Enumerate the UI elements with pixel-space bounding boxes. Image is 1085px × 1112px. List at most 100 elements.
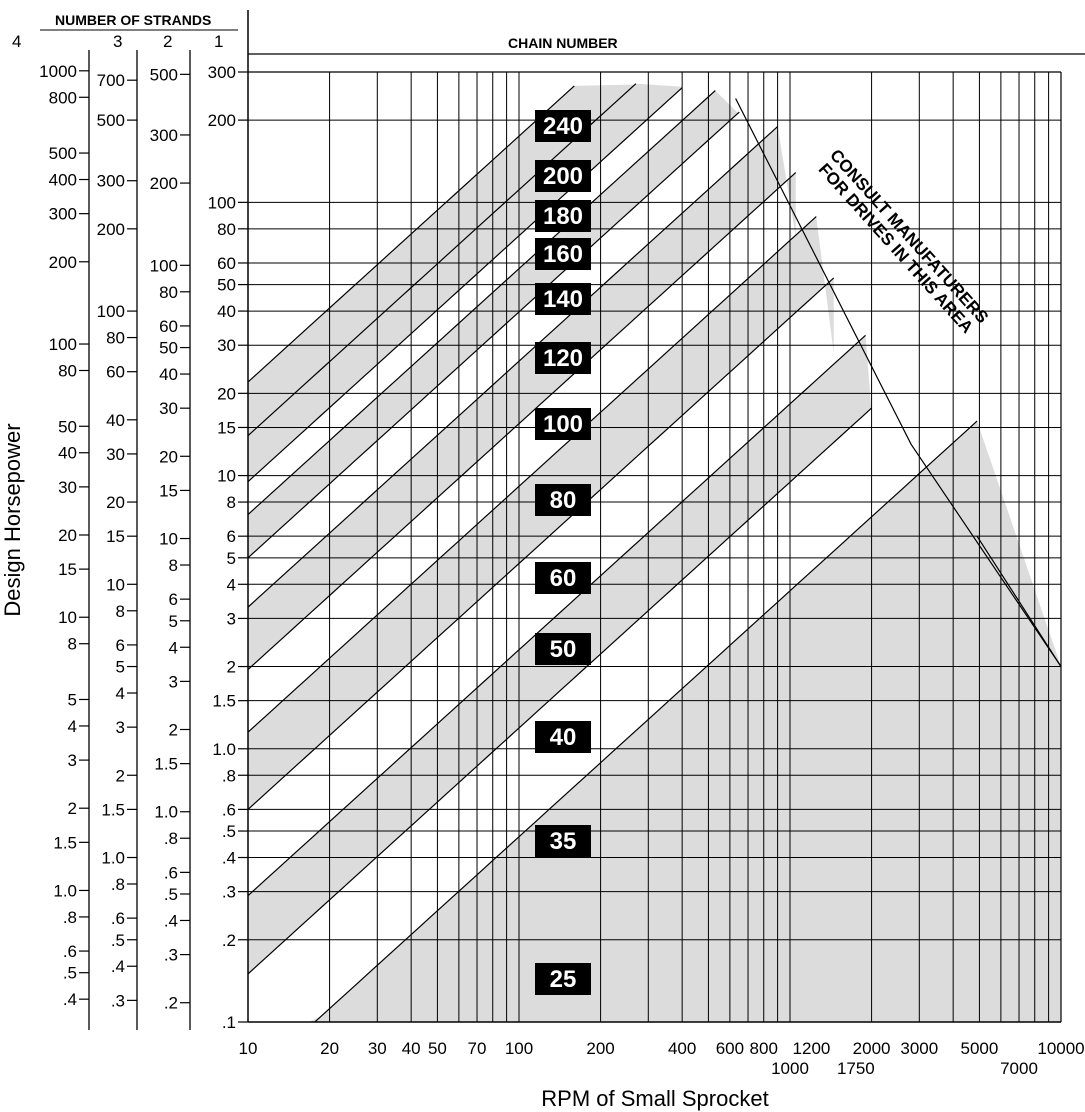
strand-tick-label: .2: [222, 931, 236, 950]
chain-label-200: 200: [543, 163, 583, 190]
chain-label-180: 180: [543, 203, 583, 230]
strand-tick-label: 3: [169, 672, 178, 691]
strand-tick-label: 400: [49, 171, 77, 190]
x-tick-label: 800: [750, 1039, 778, 1058]
strand-tick-label: 4: [227, 575, 236, 594]
strand-tick-label: 6: [116, 636, 125, 655]
strand-tick-label: .5: [111, 931, 125, 950]
strand-tick-label: 4: [68, 717, 77, 736]
chain-label-box: [535, 110, 591, 142]
strand-tick-label: 6: [169, 590, 178, 609]
chain-bands: [248, 83, 1062, 1022]
x-tick-label: 5000: [961, 1039, 999, 1058]
strand-tick-label: 700: [97, 71, 125, 90]
plot-frame: [247, 10, 1085, 1023]
strand-tick-label: 10: [159, 530, 178, 549]
strand-columns: 4100080050040030020010080504030201510854…: [12, 29, 248, 1032]
strand-tick-label: .5: [222, 822, 236, 841]
strand-tick-label: 50: [58, 417, 77, 436]
strand-tick-label: .3: [164, 946, 178, 965]
strand-tick-label: 40: [159, 365, 178, 384]
chain-label-box: [535, 160, 591, 192]
strand-tick-label: .8: [164, 829, 178, 848]
strand-tick-label: 300: [150, 126, 178, 145]
chain-label-box: [535, 633, 591, 665]
strand-tick-label: .6: [63, 942, 77, 961]
strand-tick-label: 5: [227, 549, 236, 568]
curve-chain-180: [248, 83, 637, 437]
strand-tick-label: 15: [106, 527, 125, 546]
strand-tick-label: 1.0: [101, 849, 125, 868]
x-tick-label: 20: [320, 1039, 339, 1058]
strand-tick-label: 30: [58, 478, 77, 497]
consult-line-2: FOR DRIVES IN THIS AREA: [815, 160, 977, 337]
strand-tick-label: .4: [164, 911, 178, 930]
strand-tick-label: 200: [97, 220, 125, 239]
strand-tick-label: 1.0: [53, 881, 77, 900]
strand-tick-label: 1.0: [154, 803, 178, 822]
strand-tick-label: 2: [169, 721, 178, 740]
x-tick-label: 10000: [1037, 1039, 1084, 1058]
chain-label-box: [535, 408, 591, 440]
chain-label-25: 25: [550, 966, 577, 993]
strand-tick-label: 500: [97, 111, 125, 130]
strand-tick-label: 2: [116, 766, 125, 785]
strand-tick-label: .3: [111, 991, 125, 1010]
chain-label-box: [535, 825, 591, 857]
x-tick-label-lower: 1000: [771, 1059, 809, 1078]
strand-tick-label: .6: [164, 863, 178, 882]
strand-tick-label: .5: [164, 885, 178, 904]
strand-tick-label: 20: [217, 384, 236, 403]
strand-tick-label: 5: [169, 612, 178, 631]
chain-label-140: 140: [543, 286, 583, 313]
strand-tick-label: 1.0: [212, 740, 236, 759]
strand-tick-label: 50: [159, 339, 178, 358]
consult-line-1: CONSULT MANUFATURERS: [826, 146, 992, 327]
x-tick-label: 10: [239, 1039, 258, 1058]
chain-label-35: 35: [550, 828, 577, 855]
strand-tick-label: .8: [63, 908, 77, 927]
x-tick-label: 200: [586, 1039, 614, 1058]
chain-label-box: [535, 238, 591, 270]
chain-number-labels: 240 200 180 160 140 120 100 80 60 50 40 35 25: [535, 110, 591, 995]
strand-tick-label: 5: [116, 658, 125, 677]
strand-tick-label: 30: [217, 336, 236, 355]
strand-tick-label: 8: [169, 556, 178, 575]
strand-tick-label: 40: [106, 411, 125, 430]
curve-chain-140: [248, 90, 716, 515]
strand-tick-label: 5: [68, 690, 77, 709]
strand-tick-label: 40: [58, 444, 77, 463]
strand-tick-label: 10: [106, 575, 125, 594]
x-tick-label-lower: 7000: [1000, 1059, 1038, 1078]
strand-tick-label: 8: [116, 602, 125, 621]
strand-tick-label: 1.5: [53, 833, 77, 852]
chain-label-box: [535, 963, 591, 995]
strand-tick-label: 60: [106, 363, 125, 382]
strand-tick-label: 6: [227, 527, 236, 546]
strand-tick-label: 500: [49, 144, 77, 163]
strand-tick-label: 30: [159, 399, 178, 418]
strand-tick-label: 4: [169, 638, 178, 657]
strand-tick-label: 100: [97, 302, 125, 321]
strand-tick-label: 1.5: [212, 692, 236, 711]
strand-tick-label: 15: [58, 560, 77, 579]
strand-tick-label: 100: [208, 193, 236, 212]
strand-tick-label: 8: [227, 493, 236, 512]
curve-chain-25: [313, 420, 978, 1022]
strand-tick-label: 3: [116, 718, 125, 737]
strand-tick-label: 60: [159, 317, 178, 336]
chain-label-box: [535, 562, 591, 594]
strand-tick-label: 200: [49, 253, 77, 272]
strand-tick-label: 100: [150, 256, 178, 275]
strand-tick-label: 40: [217, 302, 236, 321]
strand-tick-label: 80: [217, 220, 236, 239]
strand-tick-label: .8: [111, 875, 125, 894]
chain-label-120: 120: [543, 345, 583, 372]
strand-tick-label: 1000: [39, 62, 77, 81]
strand-tick-label: 1.5: [101, 800, 125, 819]
strand-tick-label: 80: [58, 361, 77, 380]
x-axis-ticks: 10 20 30 40 50 70 100 200 400 600 800 1200 2000 3000 5…: [239, 1039, 1085, 1078]
strand-tick-label: 200: [150, 174, 178, 193]
x-tick-label: 40: [402, 1039, 421, 1058]
